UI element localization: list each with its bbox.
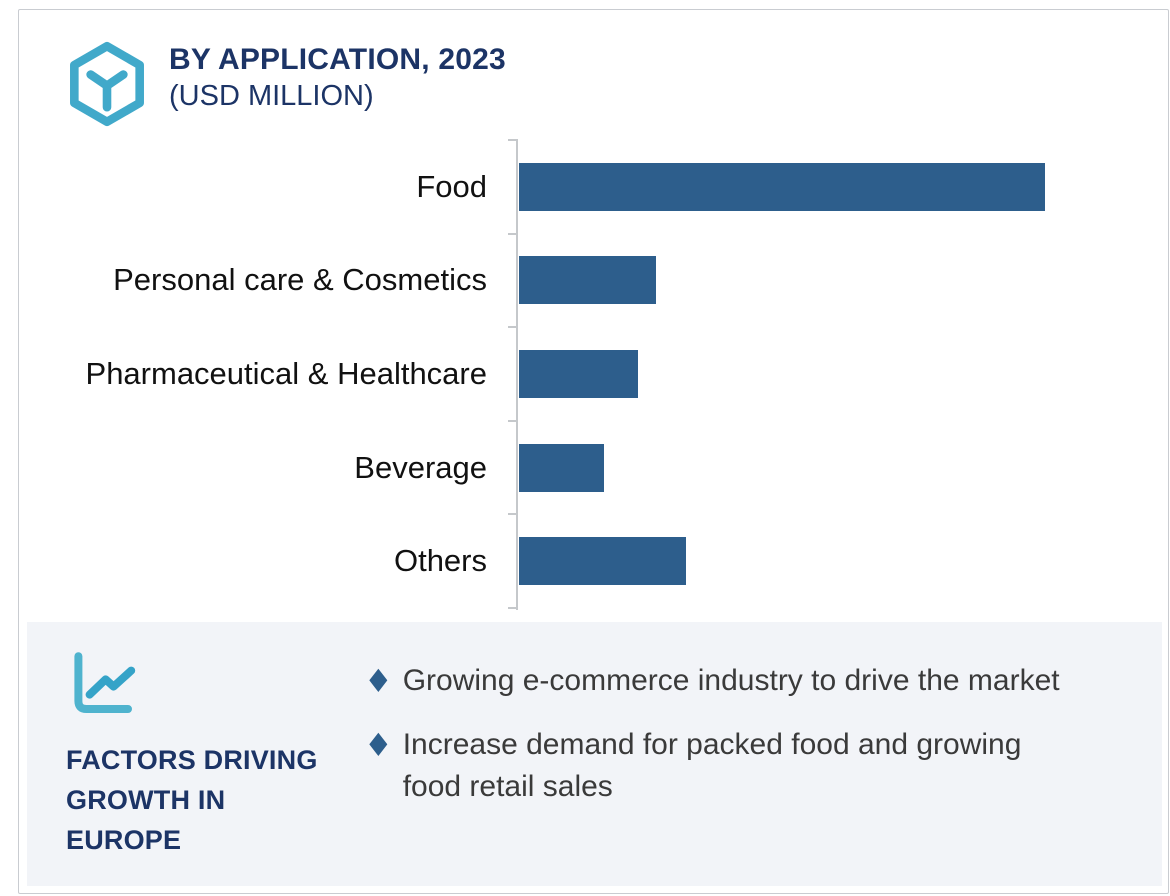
chart-row: Personal care & Cosmetics [19, 234, 1170, 328]
diamond-bullet-icon: ♦ [364, 662, 393, 700]
chart-card: BY APPLICATION, 2023 (USD MILLION) Food P… [18, 9, 1169, 894]
bar [519, 162, 1045, 211]
bar [519, 256, 656, 305]
bar [519, 537, 686, 586]
chart-subtitle: (USD MILLION) [169, 80, 374, 112]
category-label: Pharmaceutical & Healthcare [85, 355, 487, 391]
factors-panel: FACTORS DRIVING GROWTH IN EUROPE ♦ Growing … [27, 622, 1162, 886]
axis-tick [508, 607, 518, 609]
factor-bullet: ♦ Growing e-commerce industry to drive th… [364, 660, 1088, 702]
bar [519, 443, 605, 492]
chart-row: Food [19, 140, 1170, 234]
chart-row: Others [19, 514, 1170, 608]
chart-row: Pharmaceutical & Healthcare [19, 327, 1170, 421]
trend-line-chart-icon [74, 652, 136, 713]
axis-tick [508, 513, 518, 516]
axis-tick [508, 326, 518, 329]
diamond-bullet-icon: ♦ [364, 726, 393, 764]
category-label: Others [393, 543, 487, 579]
factors-heading: FACTORS DRIVING GROWTH IN EUROPE [66, 740, 318, 860]
chart-plot-area: Food Personal care & Cosmetics Pharmaceuti… [19, 140, 1170, 608]
chart-title: BY APPLICATION, 2023 [169, 43, 506, 76]
hexagon-cube-icon [70, 41, 144, 127]
chart-row: Beverage [19, 421, 1170, 515]
category-axis [508, 139, 518, 610]
factor-bullet-text: Increase demand for packed food and grow… [402, 728, 1022, 803]
factors-heading-line: EUROPE [66, 825, 182, 855]
category-label: Food [416, 168, 487, 204]
axis-tick [508, 139, 518, 141]
factors-bullet-list: ♦ Growing e-commerce industry to drive th… [364, 660, 1088, 830]
factor-bullet-text: Growing e-commerce industry to drive the… [402, 664, 1060, 697]
category-label: Personal care & Cosmetics [113, 262, 487, 298]
bar [519, 349, 638, 398]
chart-title-block: BY APPLICATION, 2023 (USD MILLION) [169, 41, 506, 115]
axis-tick [508, 232, 518, 235]
category-label: Beverage [354, 449, 487, 485]
factor-bullet: ♦ Increase demand for packed food and gro… [364, 724, 1088, 808]
factors-heading-line: GROWTH IN [66, 785, 226, 815]
factors-heading-line: FACTORS DRIVING [66, 745, 318, 775]
axis-tick [508, 419, 518, 422]
